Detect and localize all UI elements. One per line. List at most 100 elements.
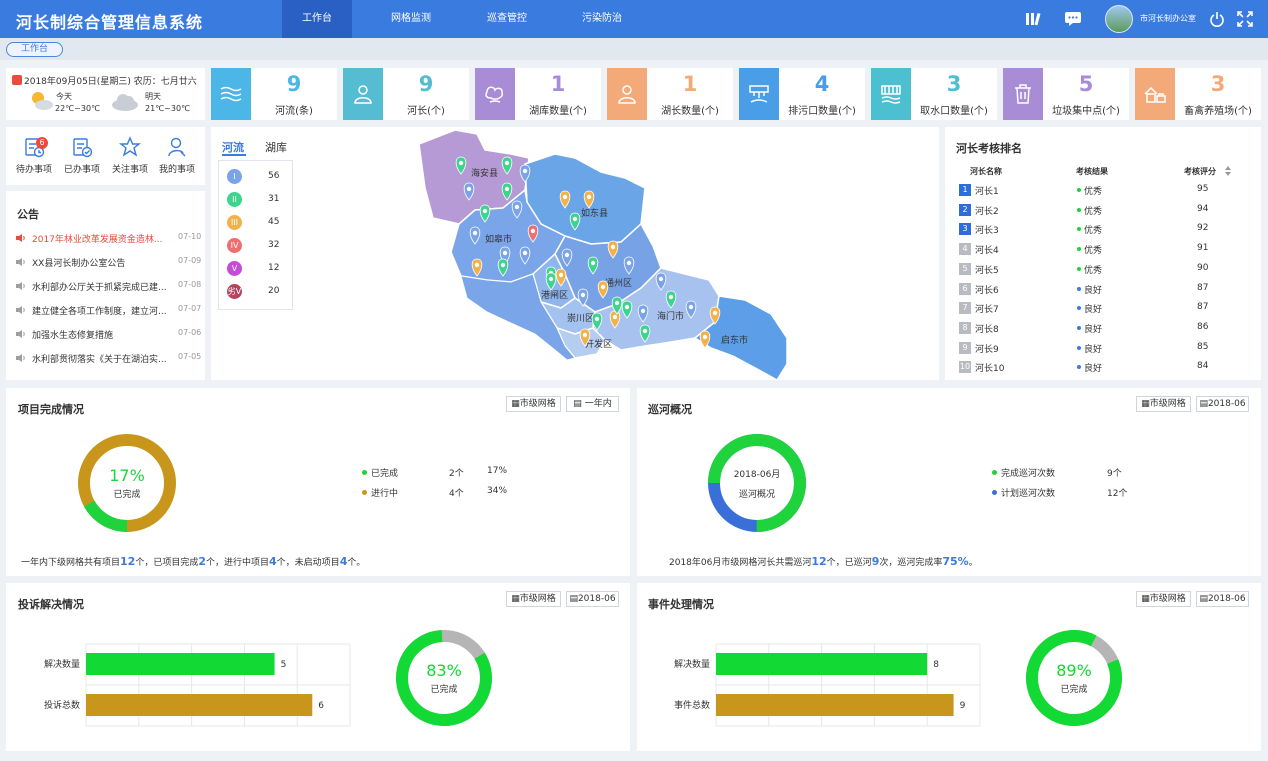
map-marker-icon[interactable] xyxy=(579,328,591,347)
map-marker-icon[interactable] xyxy=(519,164,531,183)
grid-icon: ▦ xyxy=(1141,399,1150,409)
map-marker-icon[interactable] xyxy=(699,330,711,349)
map-marker-icon[interactable] xyxy=(501,182,513,201)
project-period-select[interactable]: ▤ 一年内 xyxy=(566,396,619,412)
sort-icon[interactable] xyxy=(1224,165,1232,180)
map-marker-icon[interactable] xyxy=(639,324,651,343)
level-item[interactable]: I 56 xyxy=(224,169,290,185)
level-item[interactable]: 劣V 20 xyxy=(224,284,290,300)
stat-card-river-chiefs[interactable]: 9 河长(个) xyxy=(343,68,469,120)
tab-workbench[interactable]: 工作台 xyxy=(6,42,63,57)
complaint-grid-select[interactable]: ▦市级网格 xyxy=(506,591,561,607)
notice-item[interactable]: XX县河长制办公室公告 07-09 xyxy=(16,256,202,270)
level-item[interactable]: III 45 xyxy=(224,215,290,231)
library-icon[interactable] xyxy=(1024,11,1042,27)
event-grid-select[interactable]: ▦市级网格 xyxy=(1136,591,1191,607)
project-grid-select[interactable]: ▦市级网格 xyxy=(506,396,561,412)
map-marker-icon[interactable] xyxy=(497,258,509,277)
ranking-row[interactable]: 8 河长8 良好 86 xyxy=(957,321,1257,336)
map-marker-icon[interactable] xyxy=(597,280,609,299)
map-marker-icon[interactable] xyxy=(455,156,467,175)
follow-link[interactable]: 关注事项 xyxy=(108,136,152,175)
map-marker-icon[interactable] xyxy=(685,300,697,319)
ranking-row[interactable]: 3 河长3 优秀 92 xyxy=(957,223,1257,237)
map-marker-icon[interactable] xyxy=(559,190,571,209)
notice-item[interactable]: 水利部贯彻落实《关于在湖泊实... 07-05 xyxy=(16,352,202,366)
patrol-period-select[interactable]: ▤2018-06 xyxy=(1196,396,1249,412)
fullscreen-icon[interactable] xyxy=(1236,11,1254,27)
map-marker-icon[interactable] xyxy=(655,272,667,291)
map-marker-icon[interactable] xyxy=(561,248,573,267)
level-item[interactable]: II 31 xyxy=(224,192,290,208)
avatar[interactable] xyxy=(1105,5,1133,33)
map-marker-icon[interactable] xyxy=(519,246,531,265)
map-marker-icon[interactable] xyxy=(709,306,721,325)
stat-card-trash-points[interactable]: 5 垃圾集中点(个) xyxy=(1003,68,1129,120)
ranking-header-score[interactable]: 考核评分 xyxy=(1184,167,1216,176)
follow-label: 关注事项 xyxy=(111,165,148,175)
stat-card-livestock-farms[interactable]: 3 畜禽养殖场(个) xyxy=(1135,68,1261,120)
bar-1[interactable] xyxy=(86,694,313,716)
map-marker-icon[interactable] xyxy=(623,256,635,275)
map-marker-icon[interactable] xyxy=(527,224,539,243)
map-marker-icon[interactable] xyxy=(555,268,567,287)
notice-item[interactable]: 2017年林业改革发展资金造林... 07-10 xyxy=(16,232,202,246)
map-marker-icon[interactable] xyxy=(611,296,623,315)
event-period-select[interactable]: ▤2018-06 xyxy=(1196,591,1249,607)
stat-card-outfalls[interactable]: 4 排污口数量(个) xyxy=(739,68,865,120)
power-icon[interactable] xyxy=(1208,11,1226,27)
patrol-grid-select[interactable]: ▦市级网格 xyxy=(1136,396,1191,412)
tab-lake[interactable]: 湖库 xyxy=(265,141,287,154)
map-marker-icon[interactable] xyxy=(463,182,475,201)
map-marker-icon[interactable] xyxy=(511,200,523,219)
map-marker-icon[interactable] xyxy=(501,156,513,175)
message-icon[interactable] xyxy=(1064,11,1082,27)
stat-card-lakes[interactable]: 1 湖库数量(个) xyxy=(475,68,601,120)
stat-card-intakes[interactable]: 3 取水口数量(个) xyxy=(871,68,997,120)
tab-river[interactable]: 河流 xyxy=(222,141,244,154)
level-item[interactable]: V 12 xyxy=(224,261,290,277)
ranking-row[interactable]: 6 河长6 良好 87 xyxy=(957,282,1257,297)
ranking-row[interactable]: 9 河长9 良好 85 xyxy=(957,341,1257,356)
notice-item[interactable]: 水利部办公厅关于抓紧完成已建... 07-08 xyxy=(16,280,202,294)
todo-link[interactable]: 待办事项 xyxy=(12,136,56,175)
map-marker-icon[interactable] xyxy=(621,300,633,319)
map-marker-icon[interactable] xyxy=(471,258,483,277)
nav-patrol-control[interactable]: 巡查管控 xyxy=(487,13,527,24)
level-item[interactable]: IV 32 xyxy=(224,238,290,254)
ranking-row[interactable]: 1 河长1 优秀 95 xyxy=(957,184,1257,198)
nav-pollution-control[interactable]: 污染防治 xyxy=(582,13,622,24)
ranking-row[interactable]: 2 河长2 优秀 94 xyxy=(957,203,1257,218)
mine-link[interactable]: 我的事项 xyxy=(155,136,199,175)
map-marker-icon[interactable] xyxy=(591,312,603,331)
notice-item[interactable]: 建立健全各项工作制度，建立河... 07-07 xyxy=(16,304,202,318)
map-marker-icon[interactable] xyxy=(637,304,649,323)
bar-0[interactable] xyxy=(716,653,928,675)
map-marker-icon[interactable] xyxy=(665,290,677,309)
map-marker-icon[interactable] xyxy=(577,288,589,307)
bar-1[interactable] xyxy=(716,694,954,716)
map-marker-icon[interactable] xyxy=(569,212,581,231)
bar-0[interactable] xyxy=(86,653,275,675)
calendar-icon: ▤ xyxy=(1199,594,1208,604)
map-marker-icon[interactable] xyxy=(587,256,599,275)
stat-card-lake-chiefs[interactable]: 1 湖长数量(个) xyxy=(607,68,733,120)
map-marker-icon[interactable] xyxy=(607,240,619,259)
done-link[interactable]: 已办事项 xyxy=(60,136,104,175)
ranking-row[interactable]: 7 河长7 良好 87 xyxy=(957,302,1257,316)
map-marker-dot xyxy=(600,284,606,290)
map-marker-icon[interactable] xyxy=(583,190,595,209)
stat-card-rivers[interactable]: 9 河流(条) xyxy=(211,68,337,120)
map-marker-icon[interactable] xyxy=(479,204,491,223)
notice-item[interactable]: 加强水生态修复措施 07-06 xyxy=(16,328,202,342)
ranking-row[interactable]: 4 河长4 优秀 91 xyxy=(957,243,1257,257)
map-marker-icon[interactable] xyxy=(545,272,557,291)
user-name[interactable]: 市河长制办公室 xyxy=(1140,14,1196,23)
map-marker-icon[interactable] xyxy=(469,226,481,245)
ranking-row[interactable]: 10 河长10 良好 84 xyxy=(957,361,1257,375)
nav-grid-monitor[interactable]: 网格监测 xyxy=(391,13,431,24)
ranking-row[interactable]: 5 河长5 优秀 90 xyxy=(957,262,1257,277)
nav-workbench[interactable]: 工作台 xyxy=(282,0,352,38)
complaint-period-select[interactable]: ▤2018-06 xyxy=(566,591,619,607)
